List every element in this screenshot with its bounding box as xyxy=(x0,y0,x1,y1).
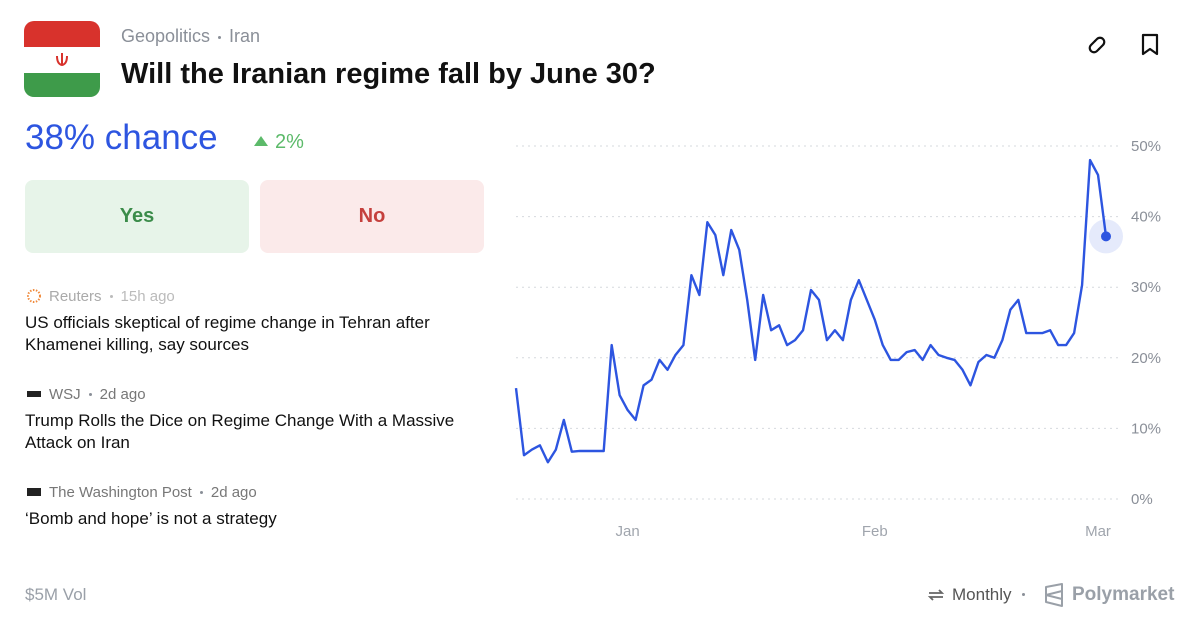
y-tick-label: 0% xyxy=(1131,491,1153,508)
y-tick-label: 10% xyxy=(1131,420,1161,437)
separator xyxy=(199,490,203,494)
news-source: The Washington Post 2d ago xyxy=(25,483,495,501)
no-button[interactable]: No xyxy=(260,180,484,253)
current-point xyxy=(1101,231,1111,242)
x-tick-label: Feb xyxy=(862,523,888,540)
y-tick-label: 20% xyxy=(1131,350,1161,367)
news-headline: Trump Rolls the Dice on Regime Change Wi… xyxy=(25,411,455,452)
x-tick-label: Mar xyxy=(1085,523,1111,540)
flag xyxy=(24,21,100,97)
news-source: WSJ 2d ago xyxy=(25,385,495,403)
separator xyxy=(1022,593,1025,596)
y-tick-label: 50% xyxy=(1131,138,1161,155)
period[interactable]: Monthly xyxy=(952,585,1012,604)
title: Will the Iranian regime fall by June 30? xyxy=(121,58,656,90)
separator xyxy=(218,35,222,39)
link-icon[interactable] xyxy=(1084,32,1110,58)
bookmark-icon[interactable] xyxy=(1139,32,1161,58)
separator xyxy=(109,294,113,298)
x-tick-label: Jan xyxy=(616,523,640,540)
news-time: 2d ago xyxy=(99,385,146,403)
price-line xyxy=(514,158,1108,464)
period-icon xyxy=(927,589,945,601)
source-icon xyxy=(27,488,41,496)
news-time: 2d ago xyxy=(210,483,257,501)
brand-logo xyxy=(1045,583,1063,607)
category[interactable]: Geopolitics xyxy=(121,26,211,46)
y-tick-label: 30% xyxy=(1131,279,1161,296)
tag[interactable]: Iran xyxy=(229,26,261,46)
source-name: WSJ xyxy=(49,385,81,403)
up-arrow xyxy=(254,136,268,146)
y-tick-label: 40% xyxy=(1131,209,1161,226)
news-item[interactable]: WSJ 2d ago Trump Rolls the Dice on Regime… xyxy=(25,385,495,454)
source-icon xyxy=(27,391,41,397)
volume: $5M Vol xyxy=(25,585,87,604)
chance: 38% chance xyxy=(25,118,218,157)
source-icon xyxy=(27,289,41,303)
news-source: Reuters 15h ago xyxy=(25,287,495,305)
yes-button[interactable]: Yes xyxy=(25,180,249,253)
separator xyxy=(88,392,92,396)
news-headline: US officials skeptical of regime change … xyxy=(25,313,430,354)
source-name: The Washington Post xyxy=(49,483,192,501)
news-headline: ‘Bomb and hope’ is not a strategy xyxy=(25,509,277,528)
breadcrumb: Geopolitics Iran xyxy=(121,26,260,47)
news-time: 15h ago xyxy=(120,287,175,305)
news-item[interactable]: The Washington Post 2d ago ‘Bomb and hope… xyxy=(25,483,495,530)
change: 2% xyxy=(275,131,304,153)
news-item[interactable]: Reuters 15h ago US officials skeptical of… xyxy=(25,287,495,356)
source-name: Reuters xyxy=(49,287,102,305)
brand: Polymarket xyxy=(1072,584,1175,605)
